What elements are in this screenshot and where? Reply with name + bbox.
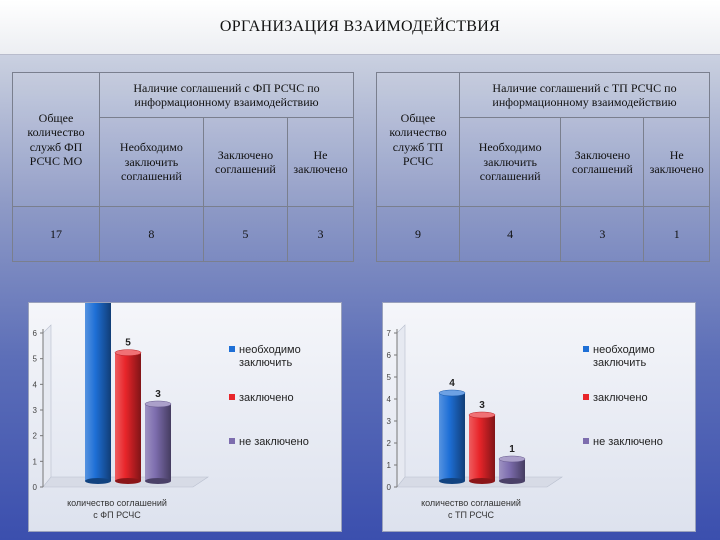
legend-label: не заключено [593,436,663,448]
bar-top [438,389,466,397]
y-tick-label: 4 [387,395,392,404]
total-services-header: Общее количество служб ТП РСЧС [376,72,460,207]
legend-label: заключено [593,392,648,404]
not-concluded-value: 1 [643,206,710,262]
bar-top [144,400,172,408]
y-tick-label: 6 [33,329,38,338]
agreements-table-tp: Общее количество служб ТП РСЧС Наличие с… [376,72,710,262]
legend-label: заключено [239,392,294,404]
legend-swatch [583,394,589,400]
bar-body [469,415,495,481]
bar-top [498,455,526,463]
legend-swatch [229,438,235,444]
needed-header: Необходимо заключить соглашений [458,117,562,207]
bar-body [499,459,525,481]
chart-tp-agreements: 0 1 2 3 4 5 6 7 4 3 1 количество соглашений с ТП РСЧ… [382,302,696,532]
agreements-group-header: Наличие соглашений с ТП РСЧС по информац… [459,72,710,118]
bar-value-label: 3 [479,400,485,411]
y-tick-label: 6 [387,351,392,360]
bar-base [115,478,141,484]
y-tick-label: 4 [33,380,38,389]
y-tick-label: 7 [387,329,392,338]
bar-body [145,404,171,481]
needed-value: 4 [458,206,562,262]
bar-2 [468,411,496,484]
chart-tp-svg: 0 1 2 3 4 5 6 7 4 3 1 количество соглашений с ТП РСЧ… [387,324,663,520]
bar-2 [114,349,142,484]
needed-value: 8 [99,206,204,262]
bar-base [499,478,525,484]
legend-label-line1: необходимо [239,344,301,356]
concluded-header: Заключено соглашений [202,117,289,207]
x-axis-label-line2: с ФП РСЧС [93,510,141,520]
needed-header: Необходимо заключить соглашений [99,117,204,207]
x-axis-label-line1: количество соглашений [421,498,521,508]
bar-top [114,349,142,356]
legend-swatch [583,346,589,352]
y-tick-label: 5 [33,355,38,364]
legend-swatch [229,394,235,400]
y-tick-label: 0 [33,483,38,492]
bar-base [439,478,465,484]
bar-body [439,393,465,481]
y-tick-label: 1 [33,457,38,466]
y-tick-label: 0 [387,483,392,492]
agreements-table-fp: Общее количество служб ФП РСЧС МО Наличи… [12,72,354,262]
bar-3 [498,455,526,484]
bar-body [115,352,141,481]
y-tick-label: 5 [387,373,392,382]
bar-base [145,478,171,484]
bar-value-label: 1 [509,444,515,455]
total-value: 17 [12,206,100,262]
total-services-header: Общее количество служб ФП РСЧС МО [12,72,100,207]
bar-body [85,303,111,481]
bar-value-label: 3 [155,389,161,400]
legend-swatch [229,346,235,352]
agreements-group-header: Наличие соглашений с ФП РСЧС по информац… [99,72,354,118]
bar-1 [438,389,466,484]
bar-value-label: 4 [449,378,455,389]
legend-label: не заключено [239,436,309,448]
y-tick-label: 2 [33,432,38,441]
bar-1 [85,303,111,484]
x-axis-label-line1: количество соглашений [67,498,167,508]
not-concluded-value: 3 [287,206,354,262]
legend-swatch [583,438,589,444]
bar-3 [144,400,172,484]
chart-side-wall [42,324,52,488]
bar-top [468,411,496,419]
y-tick-label: 3 [33,406,38,415]
bar-base [469,478,495,484]
y-tick-label: 1 [387,461,392,470]
slide-title: ОРГАНИЗАЦИЯ ВЗАИМОДЕЙСТВИЯ [0,0,720,55]
legend-label-line2: заключить [239,357,292,369]
bar-value-label: 5 [125,338,131,349]
chart-side-wall [396,324,406,488]
concluded-value: 5 [202,206,289,262]
total-value: 9 [376,206,460,262]
y-tick-label: 3 [387,417,392,426]
bar-base [85,478,111,484]
concluded-value: 3 [560,206,645,262]
x-axis-label-line2: с ТП РСЧС [448,510,495,520]
concluded-header: Заключено соглашений [560,117,645,207]
legend-label-line2: заключить [593,357,646,369]
y-tick-label: 2 [387,439,392,448]
not-concluded-header: Не заключено [643,117,710,207]
legend-label-line1: необходимо [593,344,655,356]
not-concluded-header: Не заключено [287,117,354,207]
